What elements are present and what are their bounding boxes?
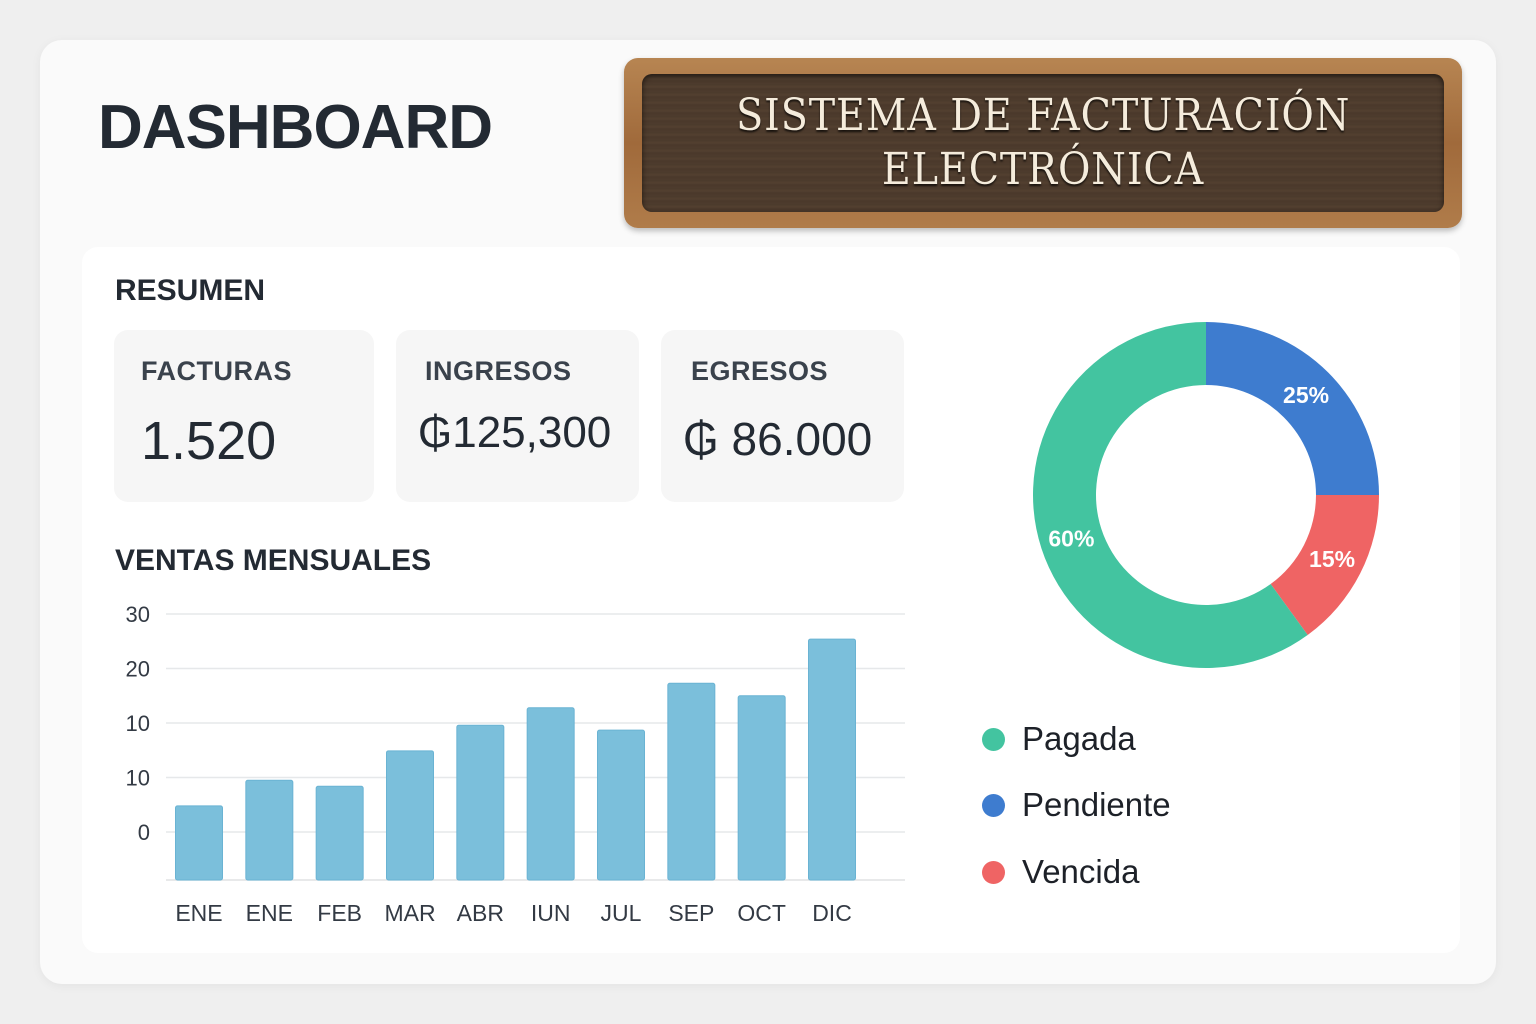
y-tick-label: 30 bbox=[126, 602, 150, 627]
card-label: INGRESOS bbox=[425, 356, 572, 386]
legend-dot-icon bbox=[982, 727, 1005, 751]
donut-slice-pendiente bbox=[1206, 322, 1379, 495]
x-tick-label: MAR bbox=[384, 900, 435, 926]
card-value: ₲ 86.000 bbox=[683, 413, 873, 465]
card-value: ₲125,300 bbox=[418, 408, 612, 457]
card-label: FACTURAS bbox=[141, 356, 292, 386]
bar bbox=[175, 805, 223, 881]
x-tick-label: JUL bbox=[601, 900, 642, 926]
bar bbox=[386, 750, 434, 881]
x-tick-label: ENE bbox=[246, 900, 293, 926]
donut-percent-label: 15% bbox=[1309, 546, 1355, 572]
x-tick-label: DIC bbox=[812, 900, 852, 926]
legend-item-paid: Pagada bbox=[982, 720, 1136, 758]
legend-item-overdue: Vencida bbox=[982, 853, 1139, 891]
bar bbox=[737, 695, 786, 881]
banner-line-2: ELECTRÓNICA bbox=[881, 144, 1205, 195]
summary-heading: RESUMEN bbox=[115, 274, 266, 307]
legend-label: Pendiente bbox=[1022, 786, 1171, 823]
x-tick-label: FEB bbox=[317, 900, 362, 926]
income-card: INGRESOS ₲125,300 bbox=[396, 330, 639, 502]
y-tick-label: 10 bbox=[126, 711, 150, 736]
legend-label: Pagada bbox=[1022, 720, 1136, 757]
card-label: EGRESOS bbox=[691, 356, 829, 386]
card-value: 1.520 bbox=[141, 411, 277, 471]
bar bbox=[597, 729, 645, 881]
x-tick-label: IUN bbox=[531, 900, 571, 926]
donut-percent-label: 25% bbox=[1283, 382, 1329, 408]
donut-slice-pagada bbox=[1033, 322, 1308, 668]
donut-percent-label: 60% bbox=[1048, 526, 1094, 552]
bar bbox=[245, 779, 294, 881]
y-tick-label: 0 bbox=[138, 820, 150, 845]
x-tick-label: ABR bbox=[457, 900, 504, 926]
x-tick-label: SEP bbox=[668, 900, 714, 926]
legend-dot-icon bbox=[982, 860, 1005, 884]
legend-item-pending: Pendiente bbox=[982, 786, 1171, 824]
bar bbox=[667, 682, 716, 881]
bar bbox=[315, 785, 364, 881]
system-title-banner: SISTEMA DE FACTURACIÓN ELECTRÓNICA bbox=[624, 58, 1462, 228]
legend-label: Vencida bbox=[1022, 853, 1140, 890]
bar bbox=[456, 724, 505, 881]
bar bbox=[808, 638, 856, 881]
y-tick-label: 20 bbox=[126, 657, 150, 682]
page-title: DASHBOARD bbox=[98, 93, 493, 162]
monthly-sales-heading: VENTAS MENSUALES bbox=[115, 544, 432, 577]
banner-line-1: SISTEMA DE FACTURACIÓN bbox=[735, 90, 1351, 141]
expenses-card: EGRESOS ₲ 86.000 bbox=[661, 330, 904, 502]
donut-slice-vencida bbox=[1270, 495, 1379, 635]
x-tick-label: OCT bbox=[737, 900, 786, 926]
x-tick-label: ENE bbox=[175, 900, 222, 926]
legend-dot-icon bbox=[982, 793, 1005, 817]
bar bbox=[526, 707, 575, 881]
invoices-card: FACTURAS 1.520 bbox=[114, 330, 374, 502]
y-tick-label: 10 bbox=[126, 766, 150, 791]
